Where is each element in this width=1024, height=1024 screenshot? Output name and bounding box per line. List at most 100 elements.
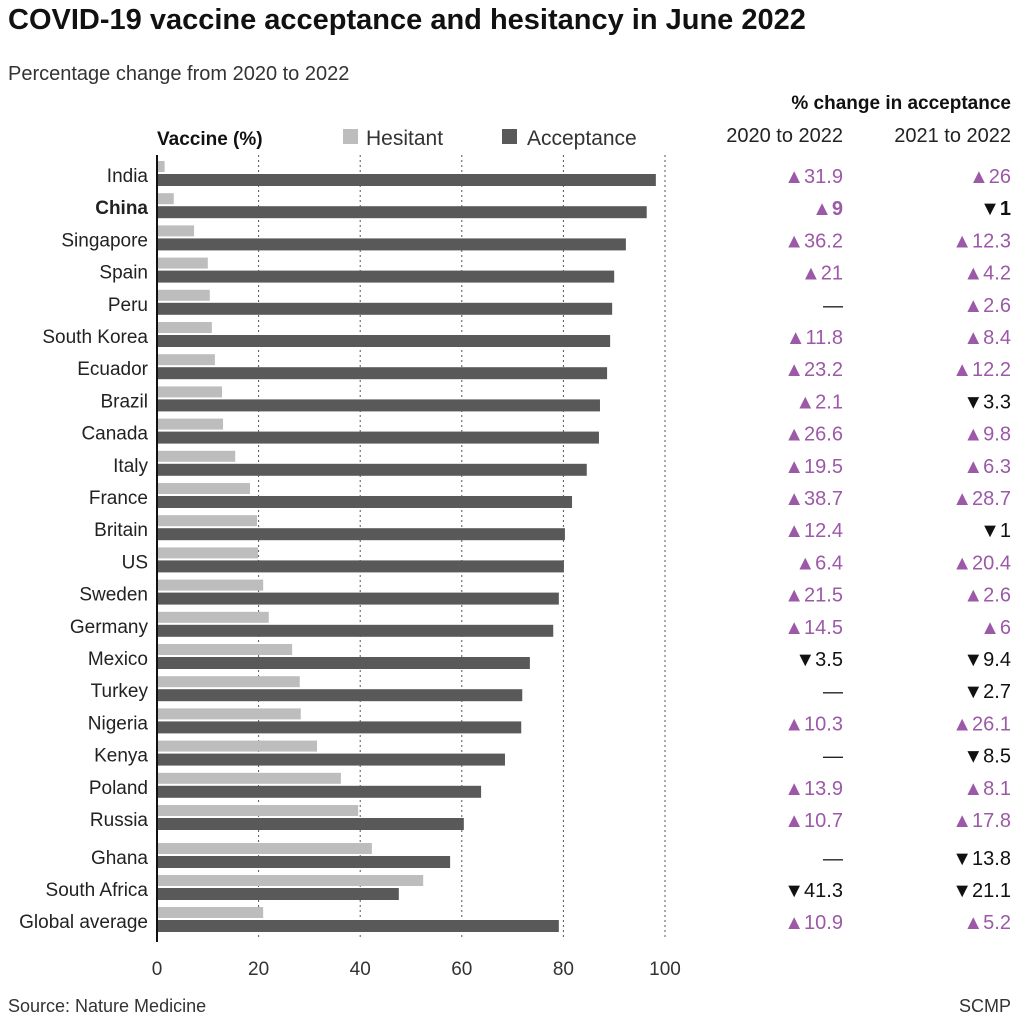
change-2021-2022: ▲2.6: [963, 295, 1011, 317]
bar-acceptance: [157, 174, 656, 186]
change-2020-2022: ▲21.5: [784, 585, 843, 607]
change-2021-2022: ▲8.1: [963, 778, 1011, 800]
change-2021-2022: ▼21.1: [952, 880, 1011, 902]
category-label: Global average: [19, 912, 148, 933]
change-2021-2022: ▼1: [980, 520, 1011, 542]
bar-hesitant: [157, 611, 269, 623]
bar-acceptance: [157, 431, 599, 444]
change-2021-2022: ▼9.4: [963, 649, 1011, 671]
change-2021-2022: ▲20.4: [952, 552, 1011, 574]
legend-swatch-hesitant: [343, 129, 358, 144]
bar-hesitant: [157, 354, 215, 366]
bar-hesitant: [157, 805, 359, 816]
bar-hesitant: [157, 386, 223, 398]
change-2021-2022: ▼2.7: [963, 681, 1011, 703]
change-2021-2022: ▲9.8: [963, 424, 1011, 446]
change-2020-2022: ▲9: [812, 198, 843, 220]
change-2020-2022: ▼41.3: [784, 880, 843, 902]
bar-hesitant: [157, 740, 318, 752]
change-2020-2022: ▲21: [801, 263, 843, 285]
bar-acceptance: [157, 657, 530, 669]
category-label: Nigeria: [88, 713, 149, 734]
change-2020-2022: ▲10.7: [784, 810, 843, 832]
change-2020-2022: —: [823, 681, 843, 703]
axis-title: Vaccine (%): [157, 129, 263, 150]
bar-hesitant: [157, 644, 293, 655]
change-2020-2022: ▲36.2: [784, 230, 843, 252]
change-2021-2022: ▼8.5: [963, 746, 1011, 768]
category-label: Turkey: [91, 681, 149, 702]
category-label: France: [89, 488, 148, 509]
credit: SCMP: [958, 996, 1011, 1016]
chart-subtitle: Percentage change from 2020 to 2022: [8, 63, 350, 85]
change-2021-2022: ▲12.2: [952, 359, 1011, 381]
category-label: Britain: [94, 520, 148, 541]
category-label: Russia: [90, 810, 149, 831]
bar-hesitant: [157, 322, 212, 333]
bar-hesitant: [157, 418, 224, 430]
bar-hesitant: [157, 193, 174, 205]
category-label: Sweden: [79, 585, 148, 606]
change-2021-2022: ▼13.8: [952, 848, 1011, 870]
bar-hesitant: [157, 708, 301, 720]
category-label: Canada: [81, 424, 148, 445]
bar-hesitant: [157, 907, 264, 918]
x-tick-label: 100: [649, 959, 681, 980]
category-label: Peru: [108, 295, 148, 316]
x-tick-label: 0: [152, 959, 163, 980]
category-label: Brazil: [100, 391, 148, 412]
legend-label-acceptance: Acceptance: [527, 127, 637, 150]
bar-acceptance: [157, 689, 523, 702]
change-2020-2022: —: [823, 848, 843, 870]
bar-acceptance: [157, 367, 608, 380]
category-label: China: [95, 198, 148, 219]
x-tick-label: 80: [553, 959, 574, 980]
bar-acceptance: [157, 335, 611, 347]
change-2020-2022: —: [823, 746, 843, 768]
category-label: Mexico: [88, 649, 148, 670]
bar-hesitant: [157, 225, 195, 237]
bar-acceptance: [157, 463, 587, 476]
change-2021-2022: ▲12.3: [952, 230, 1011, 252]
bar-acceptance: [157, 399, 600, 412]
change-2020-2022: ▲38.7: [784, 488, 843, 510]
bar-acceptance: [157, 238, 626, 251]
legend-swatch-acceptance: [502, 129, 517, 144]
category-label: Germany: [70, 617, 149, 638]
bar-hesitant: [157, 547, 259, 559]
change-2021-2022: ▲26.1: [952, 713, 1011, 735]
x-tick-label: 60: [451, 959, 472, 980]
bar-acceptance: [157, 920, 559, 932]
bar-acceptance: [157, 785, 482, 798]
bar-hesitant: [157, 676, 300, 688]
bar-acceptance: [157, 496, 573, 508]
legend-label-hesitant: Hesitant: [366, 127, 443, 150]
bar-acceptance: [157, 818, 464, 830]
change-2020-2022: ▼3.5: [795, 649, 843, 671]
x-tick-label: 20: [248, 959, 269, 980]
change-2020-2022: ▲12.4: [784, 520, 843, 542]
change-2020-2022: ▲6.4: [795, 552, 843, 574]
bar-hesitant: [157, 289, 210, 301]
change-2020-2022: ▲31.9: [784, 166, 843, 188]
change-2021-2022: ▲5.2: [963, 912, 1011, 934]
bar-acceptance: [157, 270, 615, 283]
change-2021-2022: ▲6: [980, 617, 1011, 639]
change-2021-2022: ▲2.6: [963, 585, 1011, 607]
change-2021-2022: ▲17.8: [952, 810, 1011, 832]
bar-hesitant: [157, 483, 250, 494]
bar-hesitant: [157, 772, 341, 784]
bar-acceptance: [157, 528, 565, 541]
change-2020-2022: ▲26.6: [784, 424, 843, 446]
change-2021-2022: ▲26: [969, 166, 1011, 188]
bar-hesitant: [157, 515, 258, 527]
bar-acceptance: [157, 888, 399, 900]
bar-acceptance: [157, 560, 564, 573]
bar-acceptance: [157, 753, 505, 766]
change-2020-2022: ▲23.2: [784, 359, 843, 381]
bar-hesitant: [157, 161, 165, 172]
bar-acceptance: [157, 592, 559, 605]
category-label: Ecuador: [77, 359, 148, 380]
change-2020-2022: ▲11.8: [786, 327, 843, 349]
